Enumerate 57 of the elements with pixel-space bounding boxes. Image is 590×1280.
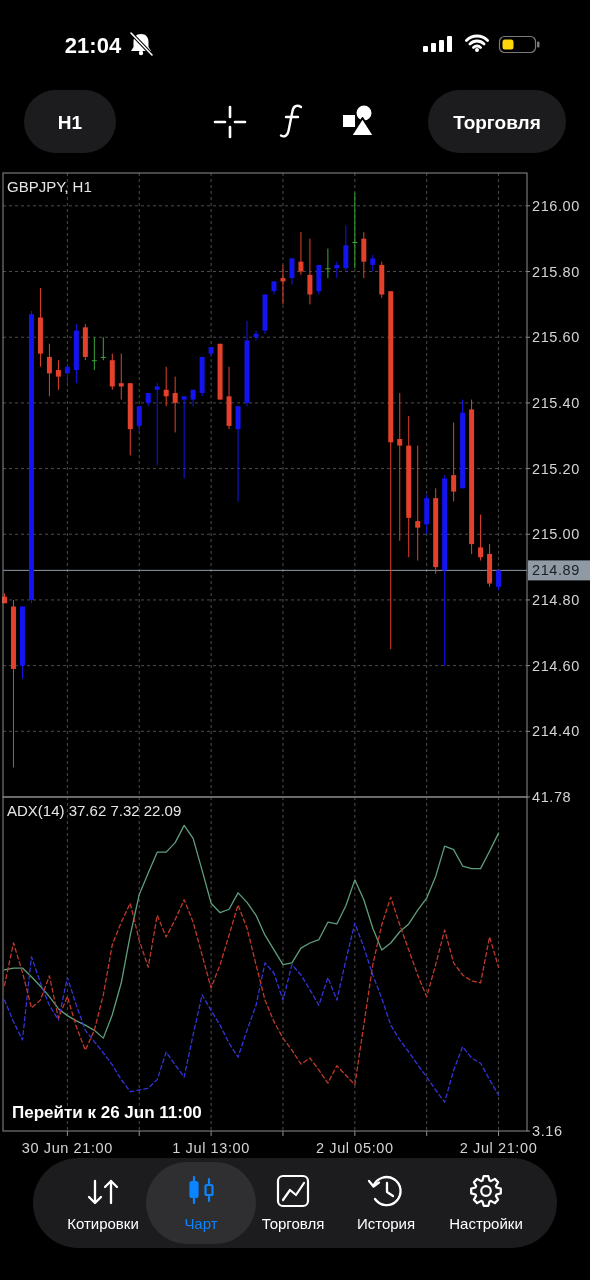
y-tick-label: 41.78 bbox=[532, 789, 572, 805]
text: 21:04 bbox=[64, 32, 122, 58]
y-tick-label: 215.80 bbox=[532, 263, 580, 280]
annotation: Перейти к 26 Jun 11:00 bbox=[12, 1102, 202, 1122]
candlestick bbox=[136, 405, 142, 433]
y-tick-label: 216.00 bbox=[532, 197, 580, 214]
candlestick bbox=[55, 359, 61, 391]
y-tick-label: 215.60 bbox=[532, 329, 580, 346]
candlestick bbox=[118, 353, 124, 401]
candlestick bbox=[163, 366, 169, 407]
y-tick-label: 214.80 bbox=[532, 591, 580, 608]
candlestick bbox=[298, 231, 304, 276]
chart-title: GBPJPY, H1 bbox=[7, 177, 92, 195]
y-tick-label: 3.16 bbox=[532, 1123, 563, 1139]
candlestick bbox=[478, 514, 484, 562]
text: Настройки bbox=[449, 1214, 523, 1232]
y-tick-label: 215.20 bbox=[532, 460, 580, 477]
candlestick bbox=[361, 231, 367, 279]
x-tick-label: 1 Jul 13:00 bbox=[172, 1140, 250, 1156]
text: Котировки bbox=[67, 1214, 139, 1232]
candlestick bbox=[415, 445, 421, 562]
candlestick bbox=[253, 330, 259, 341]
x-tick-label: 2 Jul 05:00 bbox=[316, 1140, 394, 1156]
text: История bbox=[356, 1214, 416, 1232]
candlestick bbox=[307, 238, 313, 305]
candlestick bbox=[91, 336, 97, 371]
x-tick-label: 30 Jun 21:00 bbox=[21, 1140, 113, 1156]
y-tick-label: 215.00 bbox=[532, 526, 580, 543]
candlestick bbox=[451, 422, 457, 502]
candlestick bbox=[289, 257, 295, 286]
candlestick bbox=[64, 362, 70, 384]
candlestick bbox=[352, 192, 358, 269]
x-tick-label: 2 Jul 21:00 bbox=[459, 1140, 538, 1156]
candlestick bbox=[343, 225, 349, 273]
chart-title: ADX(14) 37.62 7.32 22.09 bbox=[7, 801, 182, 819]
candlestick bbox=[397, 392, 403, 542]
candlestick bbox=[154, 382, 160, 466]
candlestick bbox=[496, 569, 502, 591]
text: Торговля bbox=[261, 1214, 325, 1232]
line-series bbox=[3, 824, 500, 1039]
candlestick bbox=[334, 261, 340, 279]
ref-line-label: 214.89 bbox=[532, 562, 580, 579]
candlestick bbox=[181, 395, 187, 479]
line-series bbox=[3, 922, 500, 1103]
y-tick-label: 214.60 bbox=[532, 657, 580, 674]
y-tick-label: 215.40 bbox=[532, 394, 580, 411]
candlestick bbox=[325, 248, 331, 279]
candlestick bbox=[46, 343, 52, 397]
candlestick bbox=[172, 376, 178, 433]
text: H1 bbox=[57, 111, 83, 133]
candlestick bbox=[235, 405, 241, 502]
candlestick bbox=[280, 264, 286, 305]
y-tick-label: 214.40 bbox=[532, 723, 580, 740]
candlestick bbox=[100, 336, 106, 361]
text: Торговля bbox=[453, 111, 541, 133]
text: Чарт bbox=[184, 1214, 218, 1232]
line-series bbox=[3, 896, 500, 1086]
